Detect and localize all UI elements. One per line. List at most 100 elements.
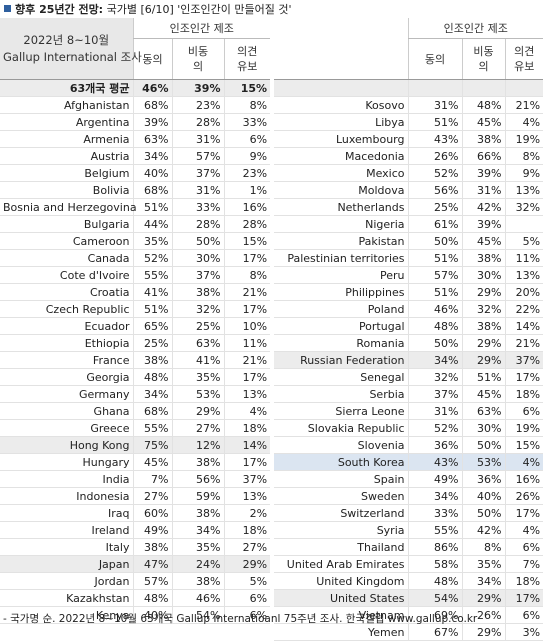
value-cell: 56% xyxy=(171,470,224,488)
value-cell: 27% xyxy=(223,538,271,556)
value-cell: 42% xyxy=(461,198,505,216)
value-cell: 38% xyxy=(132,538,172,556)
row: Hong Kong 75% 12% 14% xyxy=(0,436,271,454)
value-cell: 21% xyxy=(504,96,543,114)
value-cell: 38% xyxy=(171,504,224,522)
value-cell: 26% xyxy=(461,606,505,624)
country-cell: Ethiopia xyxy=(0,334,133,352)
value-cell: 68% xyxy=(132,402,172,420)
value-cell: 51% xyxy=(407,249,462,267)
value-cell: 28% xyxy=(171,215,224,233)
value-cell: 37% xyxy=(171,266,224,284)
value-cell: 13% xyxy=(504,266,543,284)
value-cell: 32% xyxy=(407,368,462,386)
value-cell: 18% xyxy=(504,385,543,403)
country-cell: United Kingdom xyxy=(274,572,408,590)
value-cell: 15% xyxy=(223,79,271,97)
value-cell: 38% xyxy=(171,283,224,301)
value-cell: 7% xyxy=(504,555,543,573)
value-cell: 34% xyxy=(407,351,462,369)
value-cell: 9% xyxy=(223,147,271,165)
row: India 7% 56% 37% xyxy=(0,470,271,488)
row: Luxembourg 43% 38% 19% xyxy=(274,130,543,148)
value-cell: 57% xyxy=(132,572,172,590)
column-header-text: 의견 유보 xyxy=(237,45,258,73)
country-cell: United States xyxy=(274,589,408,607)
value-cell: 75% xyxy=(132,436,172,454)
value-cell: 38% xyxy=(461,130,505,148)
value-cell: 37% xyxy=(407,385,462,403)
value-cell: 4% xyxy=(504,453,543,471)
country-cell: Pakistan xyxy=(274,232,408,250)
column-header-text: 동의 xyxy=(142,52,163,66)
value-cell: 36% xyxy=(407,436,462,454)
value-cell: 37% xyxy=(223,470,271,488)
column-header-text: 비동의 xyxy=(187,45,209,73)
value-cell: 38% xyxy=(132,351,172,369)
country-cell: Sierra Leone xyxy=(274,402,408,420)
column-header-text: 의견 유보 xyxy=(514,45,535,73)
column-header: 동의 xyxy=(132,38,172,80)
value-cell: 3% xyxy=(504,623,543,641)
value-cell: 46% xyxy=(171,589,224,607)
blank-cell xyxy=(461,79,505,97)
value-cell: 4% xyxy=(504,521,543,539)
value-cell: 21% xyxy=(223,351,271,369)
row: Japan 47% 24% 29% xyxy=(0,555,271,573)
value-cell: 30% xyxy=(461,419,505,437)
value-cell: 28% xyxy=(223,215,271,233)
value-cell: 33% xyxy=(407,504,462,522)
row: Sierra Leone 31% 63% 6% xyxy=(274,402,543,420)
survey-date: 2022년 8~10월 xyxy=(23,32,110,47)
country-cell: Bulgaria xyxy=(0,215,133,233)
value-cell: 52% xyxy=(407,419,462,437)
value-cell: 55% xyxy=(407,521,462,539)
value-cell: 29% xyxy=(171,402,224,420)
value-cell: 8% xyxy=(461,538,505,556)
value-cell: 23% xyxy=(223,164,271,182)
value-cell: 5% xyxy=(223,572,271,590)
value-cell: 26% xyxy=(504,487,543,505)
row: Peru 57% 30% 13% xyxy=(274,266,543,284)
value-cell: 66% xyxy=(461,147,505,165)
value-cell: 51% xyxy=(407,113,462,131)
row: Georgia 48% 35% 17% xyxy=(0,368,271,386)
column-header: 의견 유보 xyxy=(504,38,543,80)
value-cell: 12% xyxy=(171,436,224,454)
value-cell: 59% xyxy=(171,487,224,505)
country-cell: Iraq xyxy=(0,504,133,522)
value-cell: 31% xyxy=(171,130,224,148)
row: Moldova 56% 31% 13% xyxy=(274,181,543,199)
row: Afghanistan 68% 23% 8% xyxy=(0,96,271,114)
country-cell: Italy xyxy=(0,538,133,556)
row: Senegal 32% 51% 17% xyxy=(274,368,543,386)
row: Russian Federation 34% 29% 37% xyxy=(274,351,543,369)
value-cell: 17% xyxy=(504,368,543,386)
row: Libya 51% 45% 4% xyxy=(274,113,543,131)
value-cell: 15% xyxy=(223,232,271,250)
row: Slovakia Republic 52% 30% 19% xyxy=(274,419,543,437)
value-cell: 50% xyxy=(407,334,462,352)
column-header: 비동의 xyxy=(461,38,505,80)
row: Armenia 63% 31% 6% xyxy=(0,130,271,148)
value-cell: 6% xyxy=(504,402,543,420)
value-cell: 33% xyxy=(223,113,271,131)
value-cell: 11% xyxy=(504,249,543,267)
row: Palestinian territories 51% 38% 11% xyxy=(274,249,543,267)
country-cell: Peru xyxy=(274,266,408,284)
value-cell: 39% xyxy=(171,79,224,97)
value-cell: 40% xyxy=(132,606,172,624)
value-cell: 46% xyxy=(132,79,172,97)
value-cell: 18% xyxy=(223,419,271,437)
value-cell: 51% xyxy=(407,283,462,301)
value-cell: 41% xyxy=(132,283,172,301)
value-cell: 29% xyxy=(461,623,505,641)
country-cell: Macedonia xyxy=(274,147,408,165)
value-cell: 53% xyxy=(461,453,505,471)
value-cell: 18% xyxy=(504,572,543,590)
column-header: 비동의 xyxy=(171,38,224,80)
country-cell: United Arab Emirates xyxy=(274,555,408,573)
value-cell: 6% xyxy=(223,130,271,148)
value-cell: 32% xyxy=(504,198,543,216)
value-cell: 60% xyxy=(132,504,172,522)
